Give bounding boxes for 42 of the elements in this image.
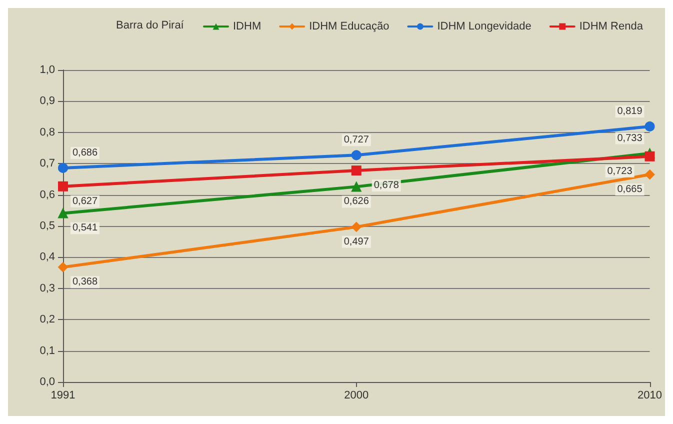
y-tick-label: 0,8 [40,126,55,138]
point [58,262,68,272]
y-tick-label: 0,7 [40,158,55,170]
y-tick-label: 0,1 [40,344,55,357]
legend-label: IDHM Educação [309,20,390,32]
y-tick-label: 0,6 [40,188,55,201]
point [58,181,68,192]
point [58,162,68,173]
point [644,170,655,180]
data-label: 0,727 [344,134,370,146]
y-tick-label: 0,5 [40,220,55,232]
legend-title: Barra do Piraí [116,20,185,32]
data-label: 0,665 [617,184,643,196]
legend-label: IDHM [233,20,262,32]
data-label: 0,368 [72,276,98,288]
x-tick-label: 1991 [50,390,76,402]
data-label: 0,541 [72,222,98,234]
legend-label: IDHM Longevidade [437,20,532,32]
y-tick-label: 0,2 [40,314,55,326]
point [58,208,68,218]
y-tick-label: 1,0 [40,64,55,76]
legend-label: IDHM Renda [579,20,644,32]
point [351,150,362,160]
x-tick-label: 2010 [638,390,662,402]
point [644,121,655,132]
point [644,151,655,162]
data-label: 0,678 [374,180,400,191]
point [351,165,362,176]
data-label: 0,819 [617,106,643,117]
point [351,182,362,192]
data-label: 0,723 [607,166,633,177]
data-label: 0,733 [617,132,643,144]
data-label: 0,686 [72,147,98,158]
data-label: 0,627 [72,196,98,207]
y-tick-label: 0,4 [40,251,55,264]
y-tick-label: 0,3 [40,282,55,294]
point [351,222,362,232]
y-tick-label: 0,9 [40,95,55,108]
data-label: 0,626 [344,196,370,208]
data-label: 0,497 [344,236,370,248]
y-tick-label: 0,0 [40,376,55,388]
x-tick-label: 2000 [344,390,369,402]
